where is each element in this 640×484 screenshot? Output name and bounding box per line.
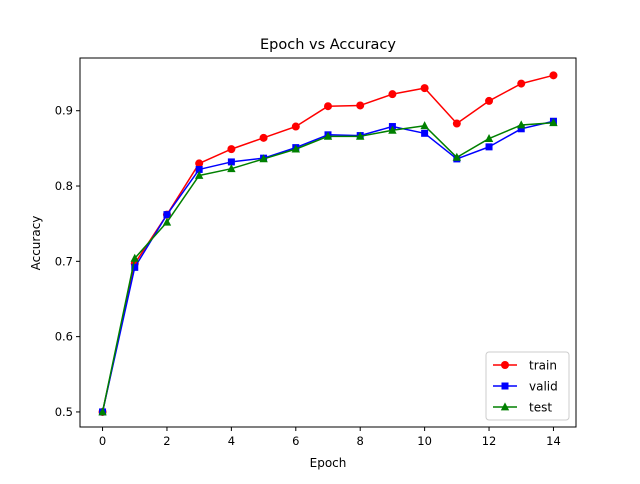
data-point-test bbox=[420, 121, 429, 130]
data-point-valid bbox=[485, 143, 493, 151]
legend-entry-test: test bbox=[493, 401, 552, 415]
axes-frame bbox=[79, 57, 577, 428]
data-point-train bbox=[549, 71, 558, 80]
y-axis-label: Accuracy bbox=[29, 216, 43, 271]
plot-area bbox=[98, 71, 558, 416]
legend-label: train bbox=[529, 359, 557, 373]
legend-marker bbox=[500, 402, 510, 411]
data-point-valid bbox=[517, 125, 525, 133]
x-tick-label: 0 bbox=[99, 434, 106, 448]
x-tick-label: 4 bbox=[228, 434, 235, 448]
y-tick-label: 0.6 bbox=[55, 330, 73, 344]
data-point-test bbox=[452, 152, 462, 161]
data-point-test bbox=[194, 170, 204, 179]
data-point-train bbox=[291, 122, 300, 131]
data-point-train bbox=[517, 79, 526, 88]
y-tick-label: 0.9 bbox=[55, 104, 73, 118]
data-point-train bbox=[324, 102, 332, 111]
legend-label: valid bbox=[529, 380, 558, 394]
data-point-train bbox=[485, 96, 494, 105]
y-tick-label: 0.7 bbox=[55, 254, 73, 268]
data-point-valid bbox=[227, 158, 235, 166]
data-point-train bbox=[420, 84, 429, 93]
data-point-test bbox=[388, 125, 397, 134]
y-tick-label: 0.8 bbox=[55, 179, 73, 193]
legend-entry-valid: valid bbox=[493, 380, 558, 394]
x-tick-label: 6 bbox=[292, 434, 299, 448]
data-point-test bbox=[356, 131, 365, 140]
data-point-test bbox=[549, 118, 558, 127]
chart-title: Epoch vs Accuracy bbox=[260, 37, 396, 53]
legend: train valid test bbox=[485, 351, 570, 421]
x-tick-label: 2 bbox=[163, 434, 170, 448]
data-point-test bbox=[517, 120, 526, 129]
legend-marker bbox=[501, 382, 509, 390]
data-point-valid bbox=[195, 165, 203, 173]
data-point-test bbox=[484, 133, 494, 142]
data-point-test bbox=[291, 144, 300, 153]
data-point-train bbox=[388, 90, 397, 99]
data-point-test bbox=[130, 253, 139, 262]
data-point-train bbox=[259, 133, 268, 142]
data-point-train bbox=[356, 101, 365, 110]
x-tick-label: 12 bbox=[482, 434, 497, 448]
series-test bbox=[98, 118, 558, 416]
y-tick-label: 0.5 bbox=[55, 405, 73, 419]
data-point-test bbox=[162, 217, 172, 226]
data-point-valid bbox=[421, 129, 429, 137]
legend-marker bbox=[501, 361, 509, 369]
x-axis-label: Epoch bbox=[310, 456, 347, 470]
data-point-test bbox=[227, 164, 236, 173]
x-tick-label: 10 bbox=[417, 434, 432, 448]
data-point-train bbox=[195, 159, 204, 168]
data-point-valid bbox=[163, 211, 171, 219]
x-tick-label: 8 bbox=[357, 434, 364, 448]
legend-entry-train: train bbox=[493, 359, 557, 373]
data-point-train bbox=[452, 119, 461, 128]
series-train bbox=[98, 71, 558, 416]
data-point-test bbox=[98, 407, 107, 416]
axis-ticks: 0 2 4 6 8 10 12 14 0.5 0.6 0.7 0.8 0.9 bbox=[55, 104, 561, 448]
data-point-valid bbox=[131, 263, 139, 271]
data-point-test bbox=[259, 154, 268, 163]
legend-box bbox=[485, 351, 570, 421]
legend-label: test bbox=[529, 401, 552, 415]
data-point-train bbox=[227, 145, 236, 154]
x-tick-label: 14 bbox=[546, 434, 561, 448]
data-point-test bbox=[323, 131, 333, 140]
